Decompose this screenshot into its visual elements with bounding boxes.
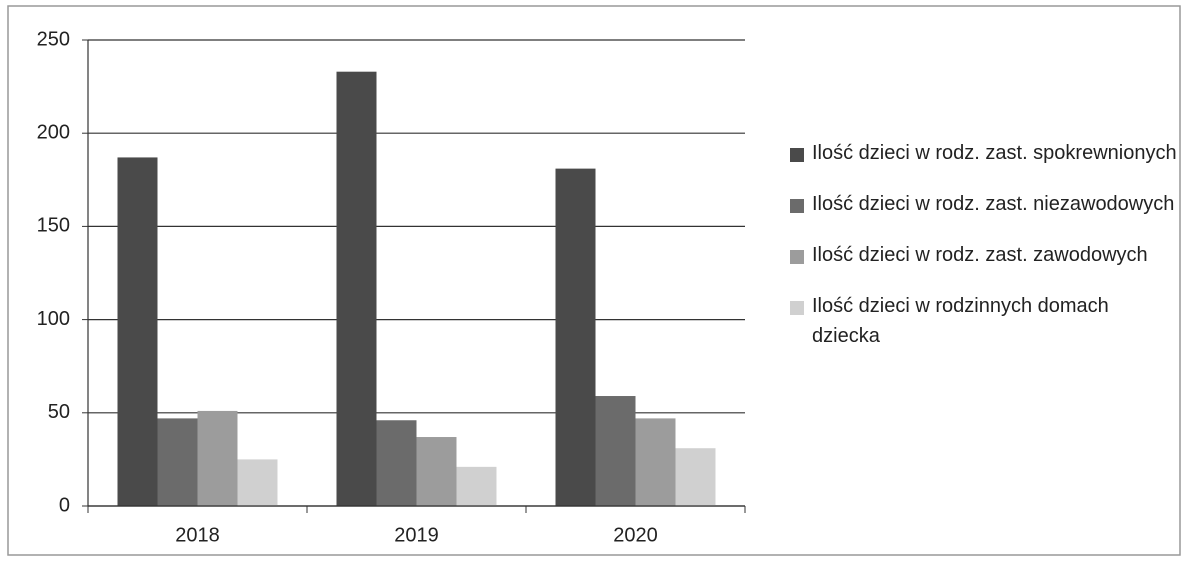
bar: [635, 418, 676, 506]
legend-swatch: [790, 199, 804, 213]
legend-label: Ilość dzieci w rodz. zast. zawodowych: [812, 244, 1148, 266]
bar: [675, 448, 716, 506]
bar: [157, 418, 198, 506]
bar: [456, 466, 497, 506]
legend-label: Ilość dzieci w rodz. zast. spokrewnionyc…: [812, 142, 1177, 164]
y-tick-label: 50: [48, 401, 70, 423]
bar: [336, 71, 377, 507]
legend-item: Ilość dzieci w rodzinnych domach dziecka: [790, 291, 1177, 351]
x-tick-label: 2020: [613, 524, 658, 546]
x-tick-label: 2019: [394, 524, 439, 546]
legend-label: Ilość dzieci w rodz. zast. niezawodowych: [812, 193, 1175, 215]
bar: [555, 168, 596, 506]
legend-label: Ilość dzieci w rodzinnych domach dziecka: [812, 295, 1109, 347]
legend-item: Ilość dzieci w rodz. zast. niezawodowych: [790, 189, 1177, 219]
bar: [416, 437, 457, 506]
frame: [7, 5, 1181, 556]
x-tick-label: 2018: [175, 524, 220, 546]
y-tick-label: 150: [37, 215, 70, 237]
bar: [197, 410, 238, 506]
y-tick-label: 0: [59, 494, 70, 516]
legend-item: Ilość dzieci w rodz. zast. spokrewnionyc…: [790, 138, 1177, 168]
y-tick-label: 250: [37, 28, 70, 50]
legend-swatch: [790, 250, 804, 264]
legend-swatch: [790, 148, 804, 162]
y-tick-label: 100: [37, 308, 70, 330]
legend: Ilość dzieci w rodz. zast. spokrewnionyc…: [790, 138, 1177, 372]
bar: [376, 420, 417, 506]
bar: [595, 396, 636, 506]
bar: [117, 157, 158, 506]
y-tick-label: 200: [37, 121, 70, 143]
legend-item: Ilość dzieci w rodz. zast. zawodowych: [790, 240, 1177, 270]
legend-swatch: [790, 301, 804, 315]
bar: [237, 459, 278, 506]
